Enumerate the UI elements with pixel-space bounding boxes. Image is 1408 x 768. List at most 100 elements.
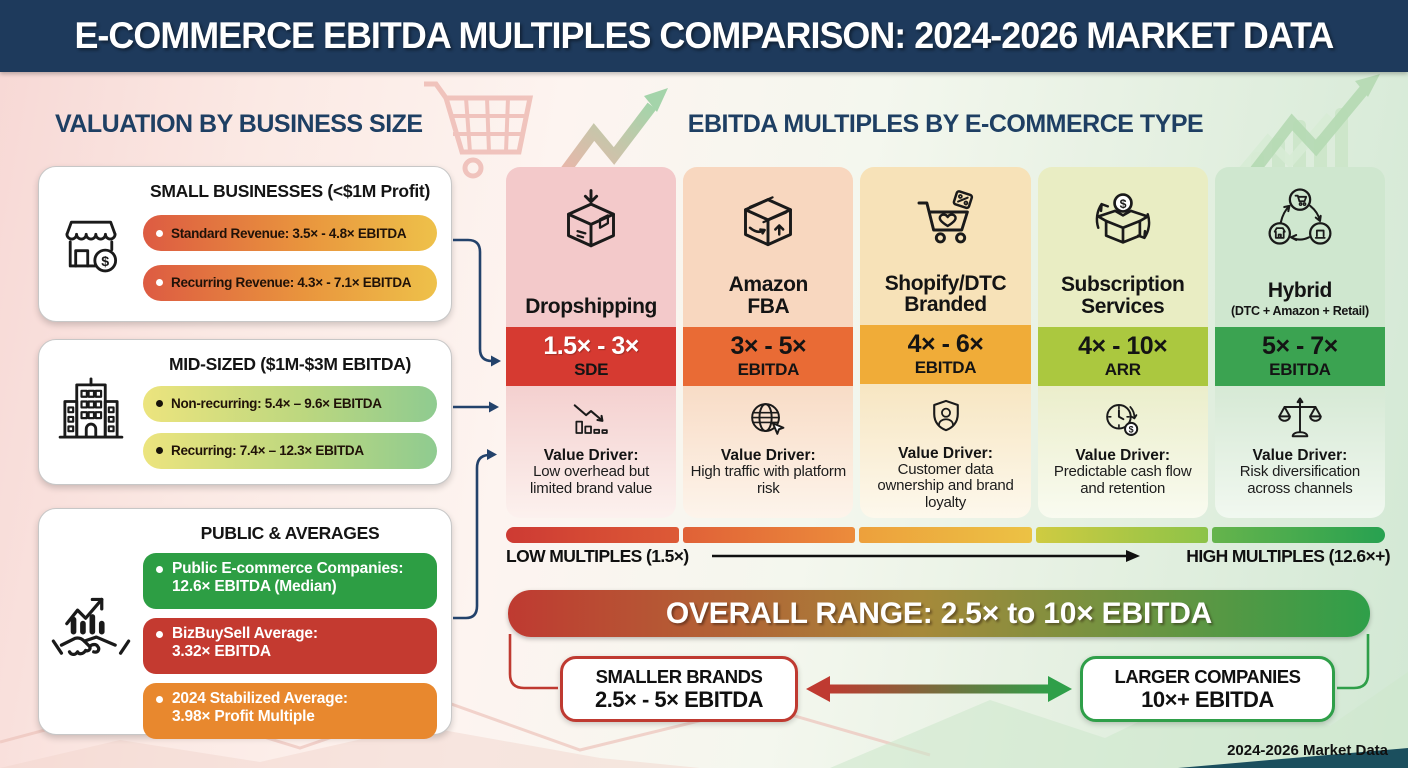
multiple-range: 1.5× - 3× — [543, 331, 639, 360]
left-section-heading: VALUATION BY BUSINESS SIZE — [55, 110, 423, 138]
scale-segment — [1212, 527, 1385, 543]
bullet-dot — [156, 279, 163, 286]
bullet-dot — [156, 400, 163, 408]
value-driver-text: Risk diversification across channels — [1239, 463, 1361, 497]
type-name: Hybrid — [1267, 279, 1333, 303]
low-multiples-label: LOW MULTIPLES (1.5×) — [506, 546, 689, 566]
bullet-dot — [156, 447, 163, 454]
type-name: Dropshipping — [525, 295, 657, 319]
value-driver-text: Customer data ownership and brand loyalt… — [877, 460, 1014, 512]
value-driver: Value Driver: Customer data ownership an… — [860, 383, 1031, 518]
bullet-dot — [156, 696, 163, 703]
pill-text: Non-recurring: 5.4× – 9.6× EBITDA — [171, 396, 382, 412]
type-subtitle: (DTC + Amazon + Retail) — [1231, 304, 1369, 318]
box-dollar-cycle-icon: $ — [1087, 180, 1159, 262]
smaller-brands-box: SMALLER BRANDS 2.5× - 5× EBITDA — [560, 656, 798, 722]
high-multiples-label: HIGH MULTIPLES (12.6×+) — [1186, 546, 1390, 566]
multiple-range: 4× - 10× — [1078, 331, 1168, 360]
title-bar: E-COMMERCE EBITDA MULTIPLES COMPARISON: … — [0, 0, 1408, 72]
multiple-band: 3× - 5× EBITDA — [683, 327, 854, 386]
balance-scale-icon — [1274, 395, 1326, 445]
valuation-pill: Recurring: 7.4× – 12.3× EBITDA — [143, 432, 437, 469]
column-amazon-fba: Amazon FBA 3× - 5× EBITDA Value Driver: … — [683, 167, 854, 518]
value-driver-title: Value Driver: — [1252, 447, 1348, 464]
multiple-range: 3× - 5× — [730, 331, 807, 360]
smaller-larger-double-arrow — [806, 676, 1072, 702]
pill-text: Recurring: 7.4× – 12.3× EBITDA — [171, 443, 364, 458]
value-driver: Value Driver: Risk diversification acros… — [1214, 386, 1386, 518]
svg-text:$: $ — [1119, 197, 1126, 211]
scale-arrow — [712, 550, 1140, 562]
bullet-dot — [156, 566, 163, 573]
smaller-brands-label: SMALLER BRANDS — [595, 665, 763, 687]
pill-text: Standard Revenue: 3.5× - 4.8× EBITDA — [171, 225, 407, 241]
multiple-range: 5× - 7× — [1262, 331, 1338, 360]
card-small-businesses: $ SMALL BUSINESSES (<$1M Profit) Standar… — [38, 166, 452, 322]
multiple-basis: EBITDA — [914, 357, 977, 377]
larger-companies-range: 10×+ EBITDA — [1141, 686, 1274, 712]
multiple-band: 4× - 10× ARR — [1037, 327, 1208, 386]
multiple-basis: EBITDA — [1269, 359, 1331, 379]
type-name: Shopify/DTC Branded — [884, 271, 1007, 317]
value-driver: $ Value Driver: Predictable cash flow an… — [1037, 386, 1208, 518]
declining-bars-icon — [565, 395, 617, 445]
column-hybrid: Hybrid (DTC + Amazon + Retail) 5× - 7× E… — [1214, 167, 1386, 518]
value-driver-text: High traffic with platform risk — [690, 463, 847, 497]
scale-segment — [1035, 527, 1209, 543]
card-mid-sized: MID-SIZED ($1M-$3M EBITDA) Non-recurring… — [38, 339, 452, 485]
multiple-basis: SDE — [574, 359, 609, 379]
valuation-pill: Public E-commerce Companies: 12.6× EBITDA… — [143, 553, 437, 609]
globe-cursor-icon — [742, 395, 794, 445]
pill-text: 2024 Stabilized Average: 3.98× Profit Mul… — [172, 690, 348, 725]
type-name: Subscription Services — [1060, 273, 1185, 319]
card-public-averages: PUBLIC & AVERAGES Public E-commerce Comp… — [38, 508, 452, 739]
scale-segment — [859, 527, 1032, 543]
value-driver-title: Value Driver: — [720, 447, 816, 464]
office-building-icon — [53, 373, 129, 449]
valuation-pill: Recurring Revenue: 4.3× - 7.1× EBITDA — [143, 264, 437, 301]
scale-segment — [682, 527, 856, 543]
card-to-column-connectors — [453, 238, 493, 620]
value-driver-title: Value Driver: — [898, 444, 993, 462]
multiple-basis: EBITDA — [737, 359, 800, 379]
pill-text: Public E-commerce Companies: 12.6× EBITDA… — [172, 560, 404, 595]
value-driver-title: Value Driver: — [1075, 447, 1171, 464]
value-driver-text: Predictable cash flow and retention — [1053, 463, 1192, 497]
multiple-band: 5× - 7× EBITDA — [1214, 327, 1386, 386]
open-box-down-arrow-icon — [555, 180, 627, 262]
banner-right-connector — [1337, 634, 1370, 690]
cart-heart-tag-icon — [910, 180, 982, 262]
larger-companies-box: LARGER COMPANIES 10×+ EBITDA — [1080, 656, 1335, 722]
overall-range-text: OVERALL RANGE: 2.5× to 10× EBITDA — [665, 596, 1213, 630]
type-name: Amazon FBA — [728, 273, 809, 319]
handshake-growth-icon — [48, 586, 134, 672]
pill-text: BizBuySell Average: 3.32× EBITDA — [172, 625, 318, 660]
clock-dollar-icon: $ — [1097, 395, 1149, 445]
bullet-dot — [156, 229, 163, 237]
connector-arrowheads — [487, 355, 501, 460]
bullet-dot — [156, 631, 163, 638]
multiple-basis: ARR — [1104, 359, 1141, 379]
card-title: PUBLIC & AVERAGES — [200, 523, 380, 543]
value-driver-text: Low overhead but limited brand value — [530, 463, 653, 497]
right-section-heading: EBITDA MULTIPLES BY E-COMMERCE TYPE — [687, 110, 1204, 138]
amazon-box-icon — [732, 180, 804, 262]
overall-range-banner: OVERALL RANGE: 2.5× to 10× EBITDA — [508, 590, 1370, 637]
valuation-pill: BizBuySell Average: 3.32× EBITDA — [143, 618, 437, 674]
type-columns: Dropshipping 1.5× - 3× SDE Value Driver:… — [506, 167, 1386, 518]
pill-text: Recurring Revenue: 4.3× - 7.1× EBITDA — [171, 275, 412, 290]
multiple-band: 4× - 6× EBITDA — [860, 325, 1031, 384]
value-driver-title: Value Driver: — [543, 447, 639, 464]
svg-text:$: $ — [101, 254, 109, 270]
column-subscription: $ Subscription Services 4× - 10× ARR — [1037, 167, 1208, 518]
banner-left-connector — [508, 634, 558, 690]
card-title: SMALL BUSINESSES (<$1M Profit) — [150, 181, 430, 201]
smaller-brands-range: 2.5× - 5× EBITDA — [594, 686, 764, 712]
card-title: MID-SIZED ($1M-$3M EBITDA) — [168, 354, 412, 374]
larger-companies-label: LARGER COMPANIES — [1114, 665, 1301, 687]
scale-segment — [506, 527, 679, 543]
shield-person-icon — [920, 393, 972, 443]
storefront-icon: $ — [56, 208, 126, 278]
valuation-pill: Standard Revenue: 3.5× - 4.8× EBITDA — [143, 215, 437, 252]
channels-cycle-icon — [1262, 180, 1338, 262]
